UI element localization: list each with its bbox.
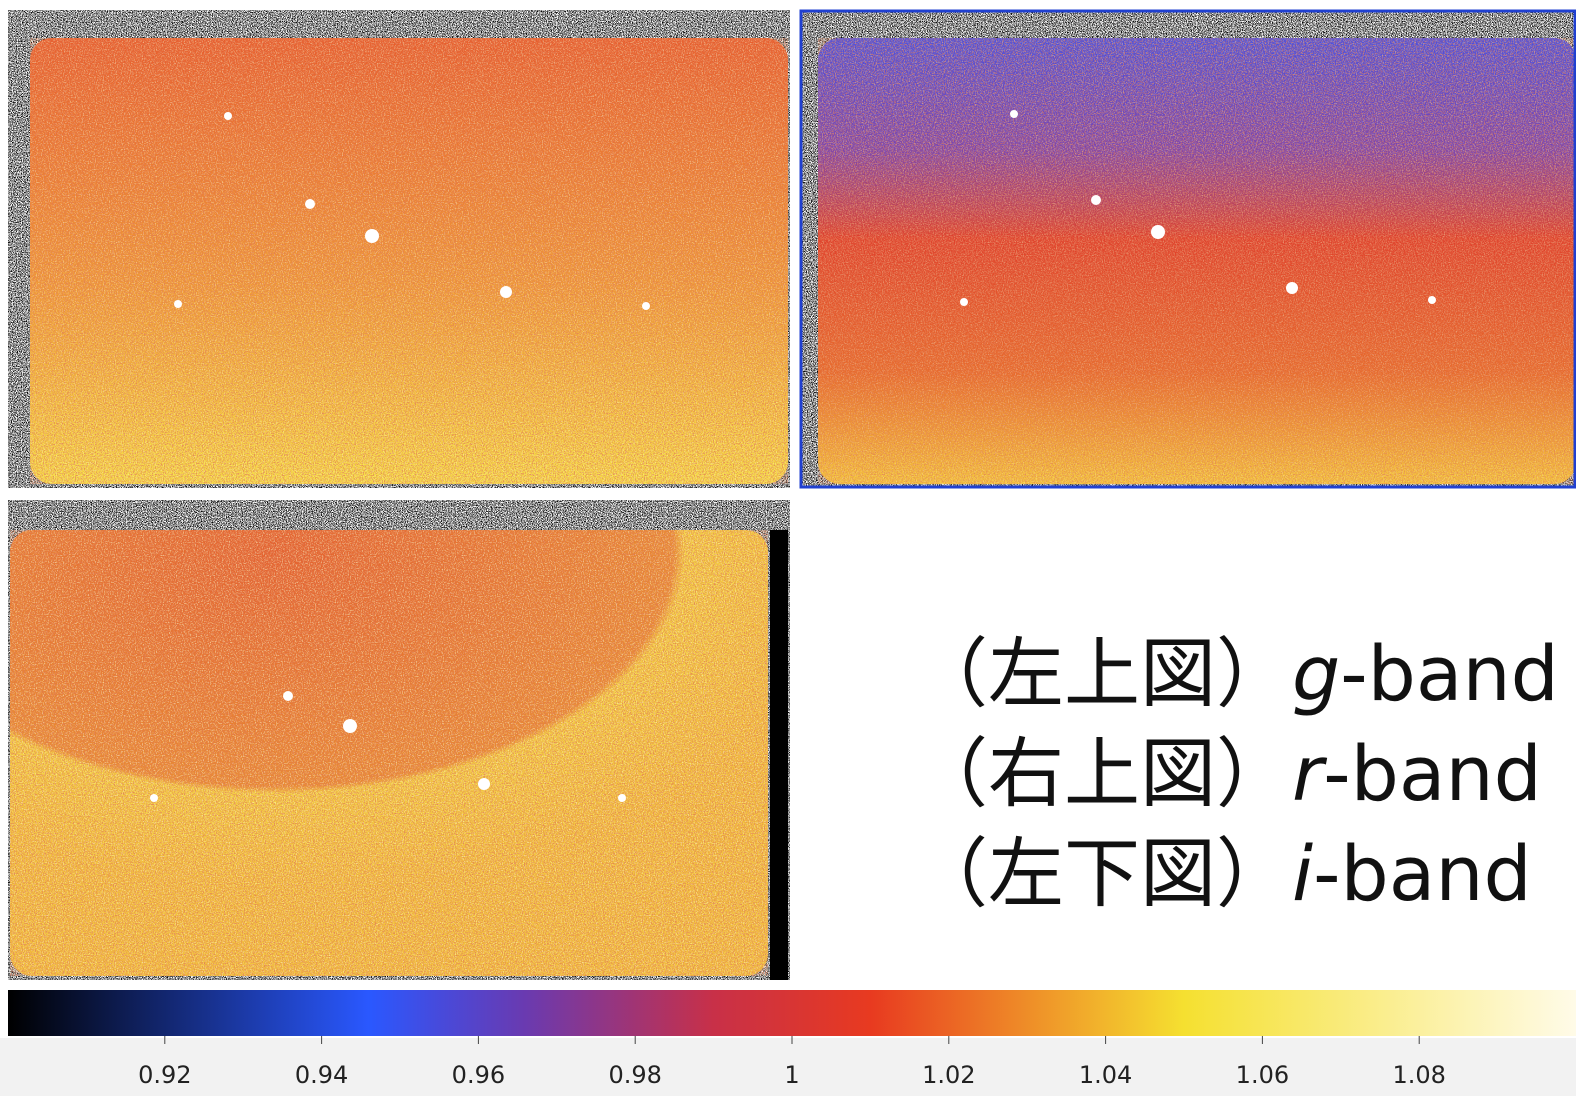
tick-label: 1.06 [1236, 1061, 1289, 1089]
tick-label: 1.08 [1392, 1061, 1445, 1089]
tick-label: 0.92 [138, 1061, 191, 1089]
label-prefix: （左上図） [912, 629, 1292, 718]
band-label: （右上図）r-band [912, 729, 1542, 818]
band-name: i [1292, 829, 1313, 918]
image-panel-r [800, 10, 1576, 488]
label-suffix: -band [1323, 729, 1542, 818]
band-label: （左上図）g-band [912, 629, 1559, 718]
band-labels: （左上図）g-band（右上図）r-band（左下図）i-band [912, 629, 1559, 918]
colorbar [8, 990, 1576, 1036]
tick-label: 1.02 [922, 1061, 975, 1089]
band-label: （左下図）i-band [912, 829, 1532, 918]
tick-label: 0.98 [608, 1061, 661, 1089]
tick-label: 0.94 [295, 1061, 348, 1089]
page: （左上図）g-band（右上図）r-band（左下図）i-band 0.920.… [0, 0, 1576, 1096]
image-panel-g [8, 10, 790, 488]
tick-label: 1.04 [1079, 1061, 1132, 1089]
band-name: g [1292, 629, 1340, 718]
image-panel-i [8, 500, 790, 980]
label-suffix: -band [1313, 829, 1532, 918]
label-prefix: （左下図） [912, 829, 1292, 918]
label-suffix: -band [1340, 629, 1559, 718]
screen: （左上図）g-band（右上図）r-band（左下図）i-band 0.920.… [0, 0, 1576, 1096]
tick-label: 0.96 [452, 1061, 505, 1089]
tick-label: 1 [784, 1061, 799, 1089]
label-prefix: （右上図） [912, 729, 1292, 818]
